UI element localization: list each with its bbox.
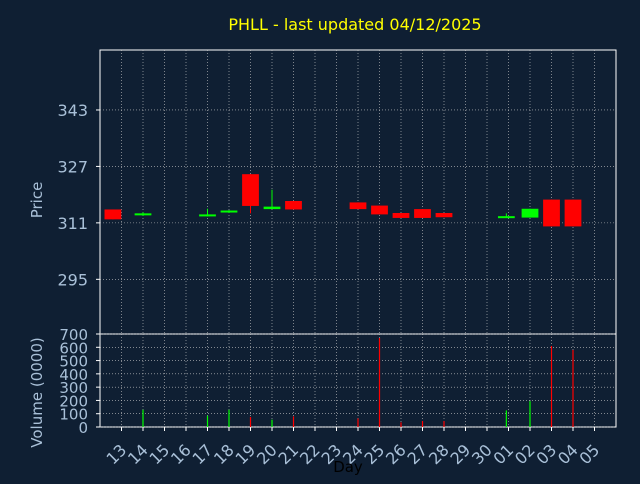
- volume-tick-label: 400: [59, 366, 88, 384]
- chart-title: PHLL - last updated 04/12/2025: [228, 15, 481, 34]
- volume-panel: 1314151617181920212223242526272829300102…: [28, 326, 617, 476]
- price-axis-label: Price: [28, 182, 46, 219]
- candle-body: [543, 199, 560, 227]
- volume-tick-label: 100: [59, 406, 88, 424]
- volume-axis-label: Volume (0000): [28, 337, 46, 447]
- candle-body: [414, 209, 431, 218]
- volume-tick-label: 600: [59, 339, 88, 357]
- x-axis-label: Day: [333, 458, 363, 476]
- candle-body: [220, 210, 238, 213]
- volume-tick-label: 300: [59, 379, 88, 397]
- volume-tick-label: 200: [59, 392, 88, 410]
- x-tick-label: 05: [575, 440, 603, 468]
- volume-tick-label: 500: [59, 353, 88, 371]
- price-tick-label: 343: [57, 101, 88, 120]
- price-panel: 295 311 327 343 Price: [28, 49, 617, 335]
- candle-body: [134, 213, 152, 216]
- candle-body: [104, 209, 122, 220]
- candle-body: [199, 214, 216, 217]
- candle-body: [349, 202, 367, 210]
- candle-body: [435, 212, 453, 218]
- candle-body: [392, 212, 410, 218]
- candle-body: [285, 200, 302, 210]
- volume-tick-label: 0: [78, 419, 88, 437]
- candle-body: [263, 206, 281, 210]
- price-tick-label: 311: [57, 214, 88, 233]
- candle-body: [497, 216, 515, 219]
- volume-panel-frame: [99, 333, 617, 428]
- candle-body: [242, 174, 259, 206]
- candle-body: [521, 208, 539, 218]
- volume-tick-label: 700: [59, 326, 88, 344]
- candle-body: [564, 199, 582, 227]
- price-tick-label: 295: [57, 270, 88, 289]
- price-tick-label: 327: [57, 157, 88, 176]
- candle-body: [371, 205, 388, 215]
